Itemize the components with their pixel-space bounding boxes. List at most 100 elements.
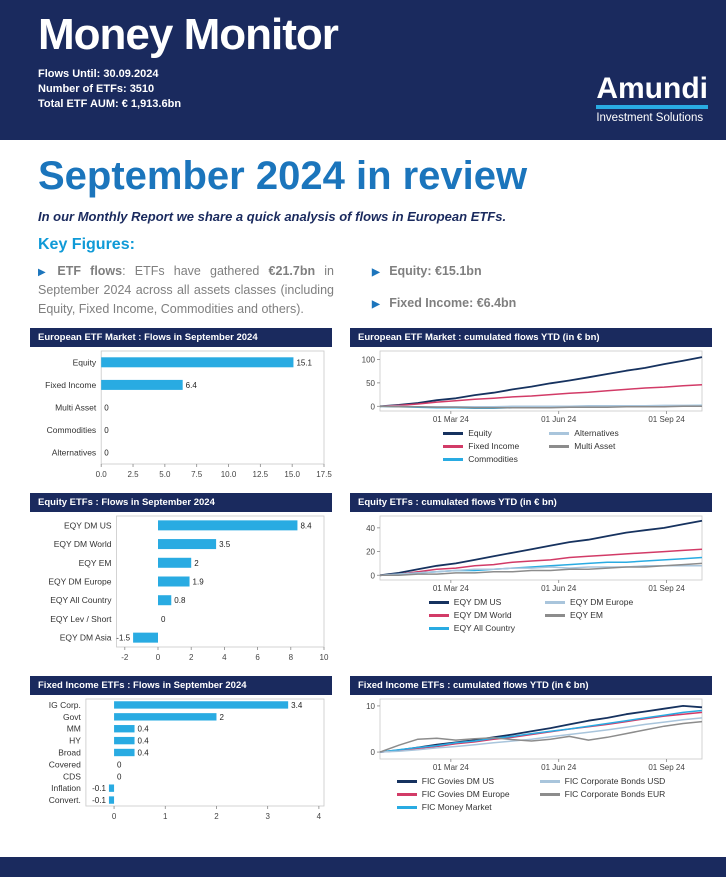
chart-panel-european-flows: European ETF Market : Flows in September… <box>30 328 332 482</box>
legend-item: EQY All Country <box>428 623 515 633</box>
svg-text:0: 0 <box>117 773 122 782</box>
svg-text:Equity: Equity <box>73 358 97 368</box>
svg-text:4: 4 <box>317 812 322 821</box>
svg-text:4: 4 <box>222 653 227 662</box>
legend-swatch <box>428 627 449 630</box>
key-figure-fixed-income-label: Fixed Income: <box>389 296 474 310</box>
svg-text:50: 50 <box>366 379 375 388</box>
flows-until-label: Flows Until: <box>38 68 101 80</box>
legend-item: FIC Corporate Bonds USD <box>539 776 665 786</box>
etf-count-label: Number of ETFs: <box>38 83 127 95</box>
svg-text:10.0: 10.0 <box>221 470 237 479</box>
svg-text:CDS: CDS <box>63 772 81 782</box>
svg-text:0: 0 <box>161 615 166 624</box>
amundi-logo-text: Amundi <box>596 72 708 105</box>
report-body: September 2024 in review In our Monthly … <box>0 154 726 824</box>
bullet-arrow-icon: ▶ <box>372 267 380 278</box>
svg-text:01 Sep 24: 01 Sep 24 <box>648 584 685 593</box>
etf-count-value: 3510 <box>129 83 155 95</box>
svg-text:20: 20 <box>366 548 375 557</box>
svg-text:Alternatives: Alternatives <box>52 448 96 458</box>
svg-text:2: 2 <box>194 559 199 568</box>
svg-text:HY: HY <box>69 736 81 746</box>
svg-text:6.4: 6.4 <box>186 381 198 390</box>
chart-panel-equity-cumulated: Equity ETFs : cumulated flows YTD (in € … <box>350 493 712 633</box>
amundi-logo-subtitle: Investment Solutions <box>596 112 704 124</box>
svg-text:-0.1: -0.1 <box>92 796 106 805</box>
legend-item: FIC Corporate Bonds EUR <box>539 789 665 799</box>
svg-text:0: 0 <box>371 572 376 581</box>
chart-panel-european-cumulated: European ETF Market : cumulated flows YT… <box>350 328 712 464</box>
svg-text:40: 40 <box>366 524 375 533</box>
fixed-income-cumulated-line-chart: 0 10 01 Mar 24 01 Jun 24 01 Sep 24 <box>350 695 712 774</box>
legend-swatch <box>428 601 449 604</box>
logo-underline <box>596 105 708 109</box>
svg-text:0: 0 <box>371 748 376 757</box>
svg-text:0: 0 <box>104 426 109 435</box>
chart-panel-fixed-income-flows: Fixed Income ETFs : Flows in September 2… <box>30 676 332 824</box>
flows-until-value: 30.09.2024 <box>103 68 159 80</box>
svg-text:MM: MM <box>67 724 81 734</box>
svg-text:Commodities: Commodities <box>47 425 97 435</box>
chart-title-bar: Fixed Income ETFs : Flows in September 2… <box>30 676 332 696</box>
etf-flows-text: ETF flows: ETFs have gathered €21.7bn in… <box>38 264 334 316</box>
legend-swatch <box>539 793 560 796</box>
report-meta: Flows Until: 30.09.2024 Number of ETFs: … <box>0 60 726 112</box>
svg-text:EQY DM Europe: EQY DM Europe <box>48 577 111 587</box>
svg-text:0: 0 <box>117 761 122 770</box>
legend-swatch <box>443 458 464 461</box>
svg-text:EQY DM US: EQY DM US <box>64 521 112 531</box>
page-title: September 2024 in review <box>38 154 528 198</box>
svg-text:0.4: 0.4 <box>138 749 150 758</box>
svg-text:Multi Asset: Multi Asset <box>55 403 97 413</box>
report-header: Money Monitor Flows Until: 30.09.2024 Nu… <box>0 0 726 140</box>
svg-text:2: 2 <box>189 653 194 662</box>
total-aum: Total ETF AUM: € 1,913.6bn <box>38 97 726 112</box>
svg-text:2: 2 <box>219 713 224 722</box>
amundi-logo: Amundi Investment Solutions <box>596 74 708 124</box>
chart-title-bar: Equity ETFs : Flows in September 2024 <box>30 493 332 513</box>
legend-item: EQY DM US <box>428 597 515 607</box>
intro-text: In our Monthly Report we share a quick a… <box>38 209 507 224</box>
svg-text:EQY DM World: EQY DM World <box>54 539 112 549</box>
charts-grid: European ETF Market : Flows in September… <box>30 328 726 824</box>
equity-cumulated-line-chart: 0 20 40 01 Mar 24 01 Jun 24 01 Sep 24 <box>350 512 712 595</box>
key-figure-fixed-income-value: €6.4bn <box>476 296 517 310</box>
svg-text:6: 6 <box>255 653 260 662</box>
svg-text:-1.5: -1.5 <box>116 634 130 643</box>
legend-item: EQY DM Europe <box>545 597 633 607</box>
svg-text:01 Mar 24: 01 Mar 24 <box>433 415 470 424</box>
legend-swatch <box>443 445 464 448</box>
equity-flows-bar-chart: -2 0 2 4 6 8 10 EQY DM US 8.4 EQY DM World 3.5 EQY … <box>30 512 332 665</box>
svg-text:Govt: Govt <box>63 712 82 722</box>
chart-panel-fixed-income-cumulated: Fixed Income ETFs : cumulated flows YTD … <box>350 676 712 812</box>
svg-text:0.4: 0.4 <box>138 737 150 746</box>
svg-text:0: 0 <box>371 403 376 412</box>
svg-text:8: 8 <box>289 653 294 662</box>
legend-swatch <box>545 614 566 617</box>
svg-text:3: 3 <box>265 812 270 821</box>
svg-text:0: 0 <box>104 449 109 458</box>
chart-title-bar: Equity ETFs : cumulated flows YTD (in € … <box>350 493 712 513</box>
svg-text:-0.1: -0.1 <box>92 784 106 793</box>
svg-text:EQY Lev / Short: EQY Lev / Short <box>50 614 112 624</box>
legend-swatch <box>539 780 560 783</box>
svg-text:01 Jun 24: 01 Jun 24 <box>541 415 577 424</box>
total-aum-value: € 1,913.6bn <box>121 98 182 110</box>
legend-swatch <box>549 445 570 448</box>
svg-text:15.0: 15.0 <box>284 470 300 479</box>
legend-swatch <box>428 614 449 617</box>
legend-item: Multi Asset <box>549 441 618 451</box>
total-aum-label: Total ETF AUM: <box>38 98 119 110</box>
chart-title-bar: Fixed Income ETFs : cumulated flows YTD … <box>350 676 712 696</box>
flows-until: Flows Until: 30.09.2024 <box>38 67 726 82</box>
key-figure-equity: ▶ Equity: €15.1bn <box>372 264 516 278</box>
svg-text:0: 0 <box>112 812 117 821</box>
svg-text:10: 10 <box>366 702 375 711</box>
svg-text:Inflation: Inflation <box>51 783 81 793</box>
svg-text:01 Mar 24: 01 Mar 24 <box>433 584 470 593</box>
svg-text:EQY EM: EQY EM <box>79 558 112 568</box>
legend-swatch <box>443 432 464 435</box>
legend-swatch <box>545 601 566 604</box>
legend-swatch <box>396 806 417 809</box>
